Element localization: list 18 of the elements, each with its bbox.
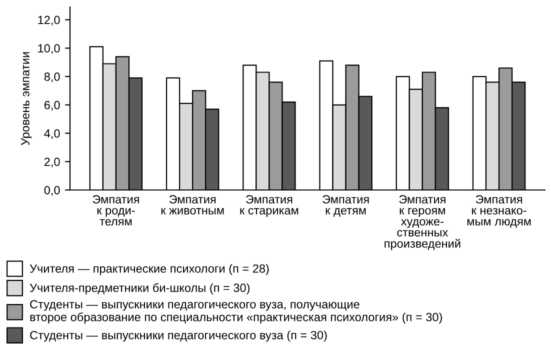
x-tick-label: Эмпатия к животным: [161, 195, 224, 215]
y-tick-label: 6,0: [44, 100, 60, 111]
y-tick-label: 4,0: [44, 129, 60, 140]
y-axis-title: Уровень эмпатии: [21, 52, 32, 146]
y-tick-label: 12,0: [38, 16, 60, 26]
x-tick-label: Эмпатия к незнако- мым людям: [467, 195, 531, 228]
y-tick-label: 8,0: [44, 72, 60, 82]
y-tick-label: 2,0: [44, 158, 60, 168]
legend-label: Студенты — выпускники педагогического вуза (п = 30): [30, 330, 327, 342]
x-tick-label: Эмпатия к детям: [322, 195, 369, 217]
x-tick-label: Эмпатия к роди- телям: [92, 195, 139, 226]
y-tick-label: 0,0: [44, 186, 60, 196]
y-tick-label: 10,0: [38, 44, 60, 54]
x-tick-label: Эмпатия к старикам: [240, 195, 298, 217]
x-tick-label: Эмпатия к героям художе- ственных произведений: [384, 195, 460, 250]
legend-label: Учителя-предметники би-школы (п = 30): [30, 283, 250, 294]
legend-label: Учителя — практические психологи (п = 28): [30, 264, 269, 276]
legend-label: Студенты — выпускники педагогического вуза, получающие второе образование по специальности «практическая психология» (п = 30): [30, 300, 442, 324]
